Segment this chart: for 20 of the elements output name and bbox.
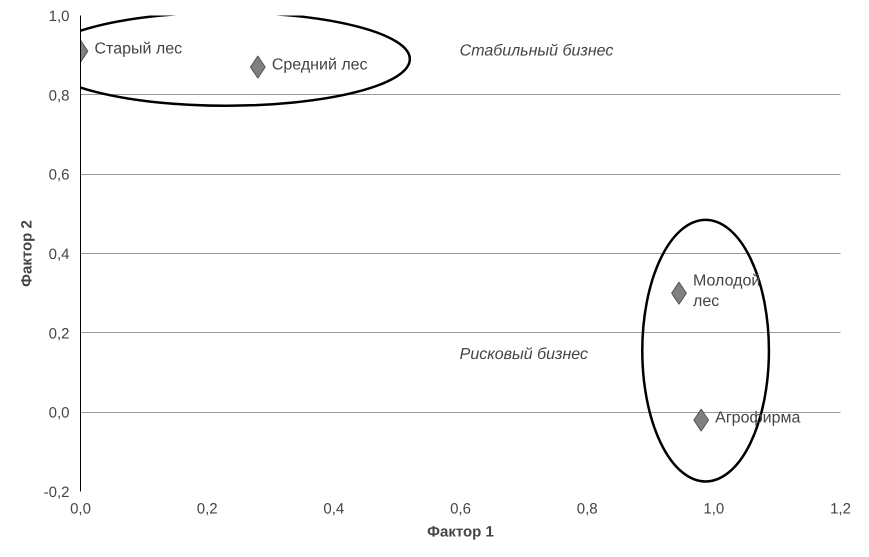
y-tick-label: 0,4: [48, 246, 70, 263]
y-tick-label: 0,6: [48, 166, 70, 184]
y-tick-label: 0,2: [48, 325, 70, 342]
x-tick-label: 0,0: [70, 500, 91, 518]
annotation: Рисковый бизнес: [460, 346, 588, 363]
annotation: Стабильный бизнес: [460, 42, 614, 60]
x-tick-label: 1,2: [830, 500, 851, 518]
y-tick-label: 0,8: [48, 87, 70, 104]
x-tick-label: 1,0: [703, 500, 724, 518]
y-tick-label: -0,2: [44, 484, 70, 501]
y-tick-label: 0,0: [48, 404, 70, 422]
x-tick-label: 0,2: [196, 500, 218, 518]
x-axis-title: Фактор 1: [427, 524, 494, 540]
x-tick-label: 0,8: [576, 500, 598, 518]
x-tick-label: 0,4: [323, 500, 344, 518]
y-tick-label: 1,0: [48, 8, 70, 25]
y-axis-title: Фактор 2: [18, 220, 36, 287]
series-label: Старый лес: [94, 40, 182, 58]
x-tick-label: 0,6: [450, 500, 471, 518]
series-label: Средний лес: [272, 56, 368, 74]
